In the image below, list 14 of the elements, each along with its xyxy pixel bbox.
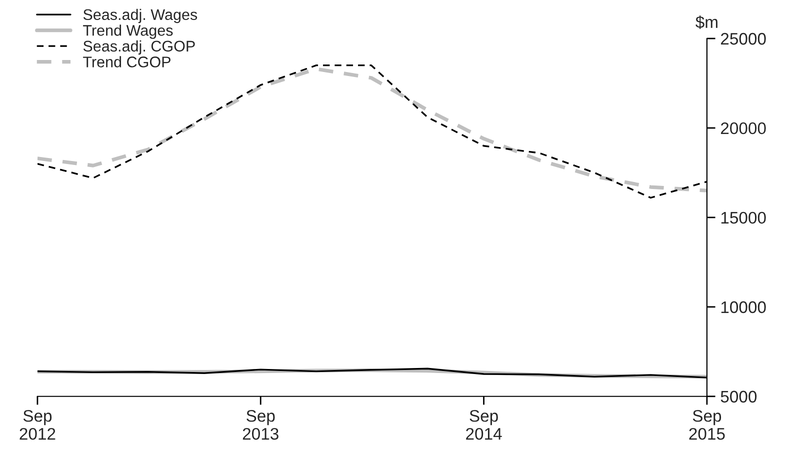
y-axis-title: $m xyxy=(696,16,718,30)
y-tick-label: 20000 xyxy=(720,122,766,134)
y-tick-label: 10000 xyxy=(721,301,766,314)
y-tick-label: 15000 xyxy=(721,212,766,224)
y-tick-label: 5000 xyxy=(720,390,757,403)
legend-label: Seas.adj. CGOP xyxy=(83,40,195,55)
x-tick-label: Sep 2015 xyxy=(689,410,725,440)
legend-label: Trend CGOP xyxy=(83,56,170,68)
y-tick-label: 25000 xyxy=(720,32,766,45)
legend-label: Seas.adj. Wages xyxy=(83,8,198,24)
x-tick-label: Sep 2013 xyxy=(242,410,278,440)
x-tick-label: Sep 2012 xyxy=(20,410,56,440)
legend-label: Trend Wages xyxy=(83,24,173,39)
x-tick-label: Sep 2014 xyxy=(466,410,502,440)
